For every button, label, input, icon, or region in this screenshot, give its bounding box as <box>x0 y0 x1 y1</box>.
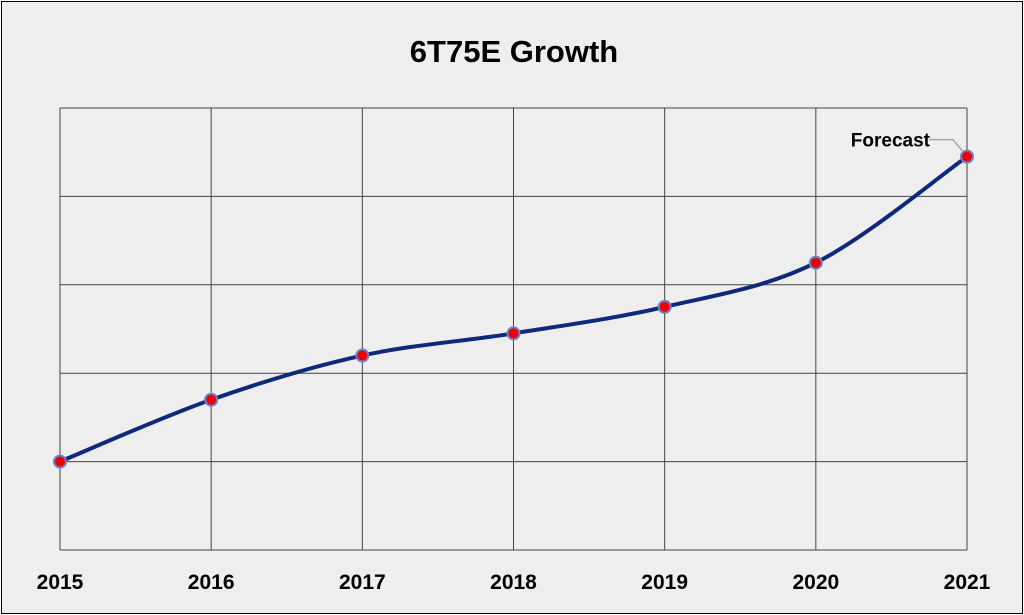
x-tick-label: 2015 <box>37 571 84 594</box>
x-tick-label: 2016 <box>188 571 235 594</box>
data-point-2021 <box>960 149 974 164</box>
x-tick-label: 2017 <box>339 571 386 594</box>
annotation-label: Forecast <box>851 131 931 152</box>
data-point-2015 <box>53 454 67 469</box>
x-tick-label: 2018 <box>490 571 537 594</box>
data-point-2020 <box>808 255 823 270</box>
data-point-2016 <box>204 392 219 407</box>
x-axis-ticks: 2015 2016 2017 2018 2019 2020 2021 <box>37 571 991 594</box>
marker-layer <box>53 149 974 469</box>
x-tick-label: 2021 <box>944 571 991 594</box>
data-point-2017 <box>355 348 370 363</box>
x-tick-label: 2019 <box>641 571 688 594</box>
annotation-leader-line <box>929 138 964 153</box>
annotation-layer: Forecast <box>851 131 964 153</box>
x-tick-label: 2020 <box>792 571 839 594</box>
chart-title: 6T75E Growth <box>410 34 618 69</box>
data-point-2018 <box>506 326 521 341</box>
data-point-2019 <box>657 299 672 314</box>
grid <box>59 107 968 551</box>
